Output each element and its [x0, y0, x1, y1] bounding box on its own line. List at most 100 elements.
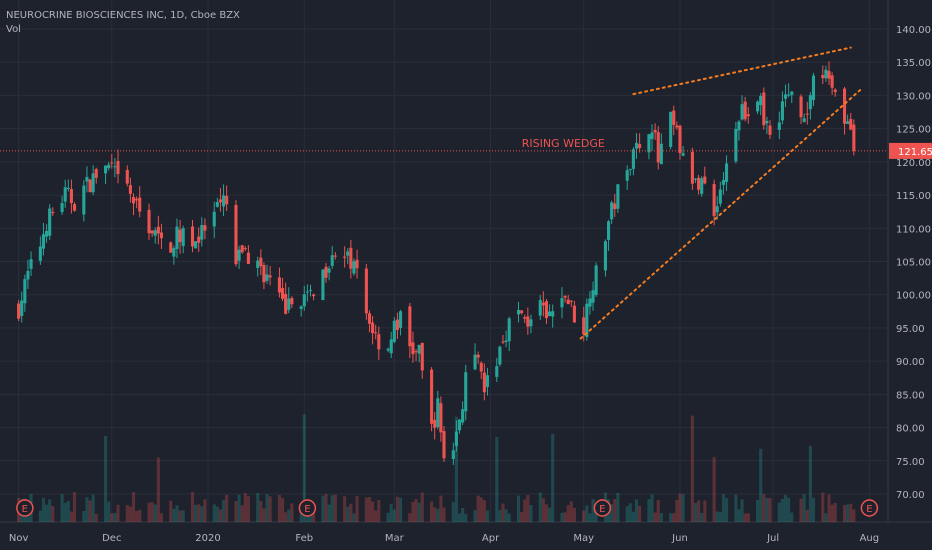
trendlines[interactable]: [579, 46, 862, 340]
volume-bar: [280, 498, 285, 522]
candle-body: [638, 144, 642, 149]
volume-bar: [51, 505, 55, 522]
time-axis[interactable]: Nov Dec 2020 Feb Mar Apr May Jun Jul Aug: [9, 533, 879, 544]
candle-body: [333, 255, 337, 257]
candlesticks: [17, 61, 856, 466]
candle-body: [697, 177, 701, 190]
candle-body: [631, 149, 635, 169]
candle-body: [172, 248, 176, 257]
volume-bar: [420, 492, 424, 522]
earnings-marker[interactable]: E: [16, 499, 34, 517]
candle-body: [169, 242, 173, 253]
time-tick-label: May: [573, 533, 594, 544]
volume-bars: [17, 414, 856, 522]
volume-bar: [398, 497, 403, 522]
volume-bar: [60, 494, 64, 522]
volume-bar: [852, 509, 856, 522]
volume-bar: [38, 510, 42, 522]
volume-bar: [246, 496, 250, 522]
volume-bar: [349, 503, 353, 522]
candle-body: [156, 226, 160, 234]
candle-body: [389, 339, 393, 354]
trendline-upper[interactable]: [632, 46, 852, 96]
volume-bar: [734, 494, 738, 522]
candle-body: [302, 294, 306, 307]
candle-body: [417, 344, 421, 354]
candle-body: [504, 340, 508, 343]
candle-body: [128, 185, 132, 194]
candle-body: [659, 143, 663, 165]
volume-bar: [41, 497, 46, 522]
volume-bar: [256, 492, 260, 522]
volume-bar: [520, 512, 524, 522]
volume-bar: [768, 498, 772, 522]
volume-bar: [240, 505, 244, 522]
earnings-marker-circle[interactable]: [860, 499, 879, 517]
volume-bar: [675, 499, 679, 522]
candle-body: [616, 184, 620, 209]
volume-bar: [715, 511, 719, 522]
candle-body: [516, 309, 521, 315]
price-axis[interactable]: 70.00 75.00 80.00 85.00 90.00 95.00 100.00 105.…: [896, 25, 931, 501]
volume-bar: [516, 495, 521, 522]
volume-bar: [48, 499, 52, 522]
candle-body: [110, 162, 114, 164]
earnings-marker-circle[interactable]: [593, 499, 612, 517]
candle-body: [218, 199, 222, 203]
candle-body: [305, 291, 309, 293]
earnings-marker[interactable]: E: [593, 499, 612, 517]
price-tick-label: 95.00: [896, 324, 925, 335]
candle-body: [63, 187, 67, 202]
candle-body: [700, 178, 704, 194]
volume-bar: [45, 504, 49, 522]
candle-body: [523, 317, 527, 319]
earnings-marker-circle[interactable]: [298, 499, 317, 517]
candle-body: [650, 132, 654, 140]
candle-body: [613, 203, 617, 210]
volume-bar: [526, 495, 530, 522]
candle-body: [712, 184, 716, 217]
rising-wedge-label: RISING WEDGE: [522, 137, 605, 150]
earnings-marker-circle[interactable]: [16, 499, 34, 517]
volume-bar: [110, 513, 114, 522]
volume-bar: [560, 512, 564, 522]
candle-body: [461, 409, 465, 423]
price-tick-label: 115.00: [896, 191, 931, 202]
candle-body: [594, 265, 598, 295]
volume-bar: [371, 501, 375, 522]
volume-bar: [700, 512, 704, 522]
volume-bar: [374, 510, 378, 522]
candle-body: [647, 134, 651, 153]
volume-bar: [367, 497, 372, 522]
candle-body: [721, 180, 725, 185]
volume-bar: [824, 513, 828, 522]
candle-body: [808, 95, 812, 110]
trendline-lower[interactable]: [579, 89, 862, 340]
volume-bar: [650, 494, 654, 522]
candle-body: [290, 297, 294, 305]
volume-bar: [63, 502, 67, 522]
earnings-marker[interactable]: E: [860, 499, 879, 517]
volume-bar: [647, 499, 651, 522]
volume-bar: [128, 506, 132, 522]
volume-bar: [243, 493, 247, 522]
candle-body: [852, 124, 856, 151]
candle-body: [178, 229, 182, 243]
volume-bar: [585, 505, 589, 522]
volume-bar: [88, 500, 92, 522]
volume-bar: [759, 448, 763, 522]
volume-bar: [178, 510, 182, 522]
volume-bar: [135, 511, 139, 522]
volume-bar: [802, 494, 806, 522]
candle-body: [672, 110, 676, 125]
candle-body: [693, 178, 698, 180]
volume-bar: [197, 504, 201, 522]
volume-bar: [355, 496, 359, 522]
candle-body: [538, 299, 542, 316]
earnings-marker[interactable]: E: [298, 499, 317, 517]
candle-body: [41, 234, 46, 249]
candle-body: [479, 362, 483, 372]
candle-body: [277, 277, 281, 293]
